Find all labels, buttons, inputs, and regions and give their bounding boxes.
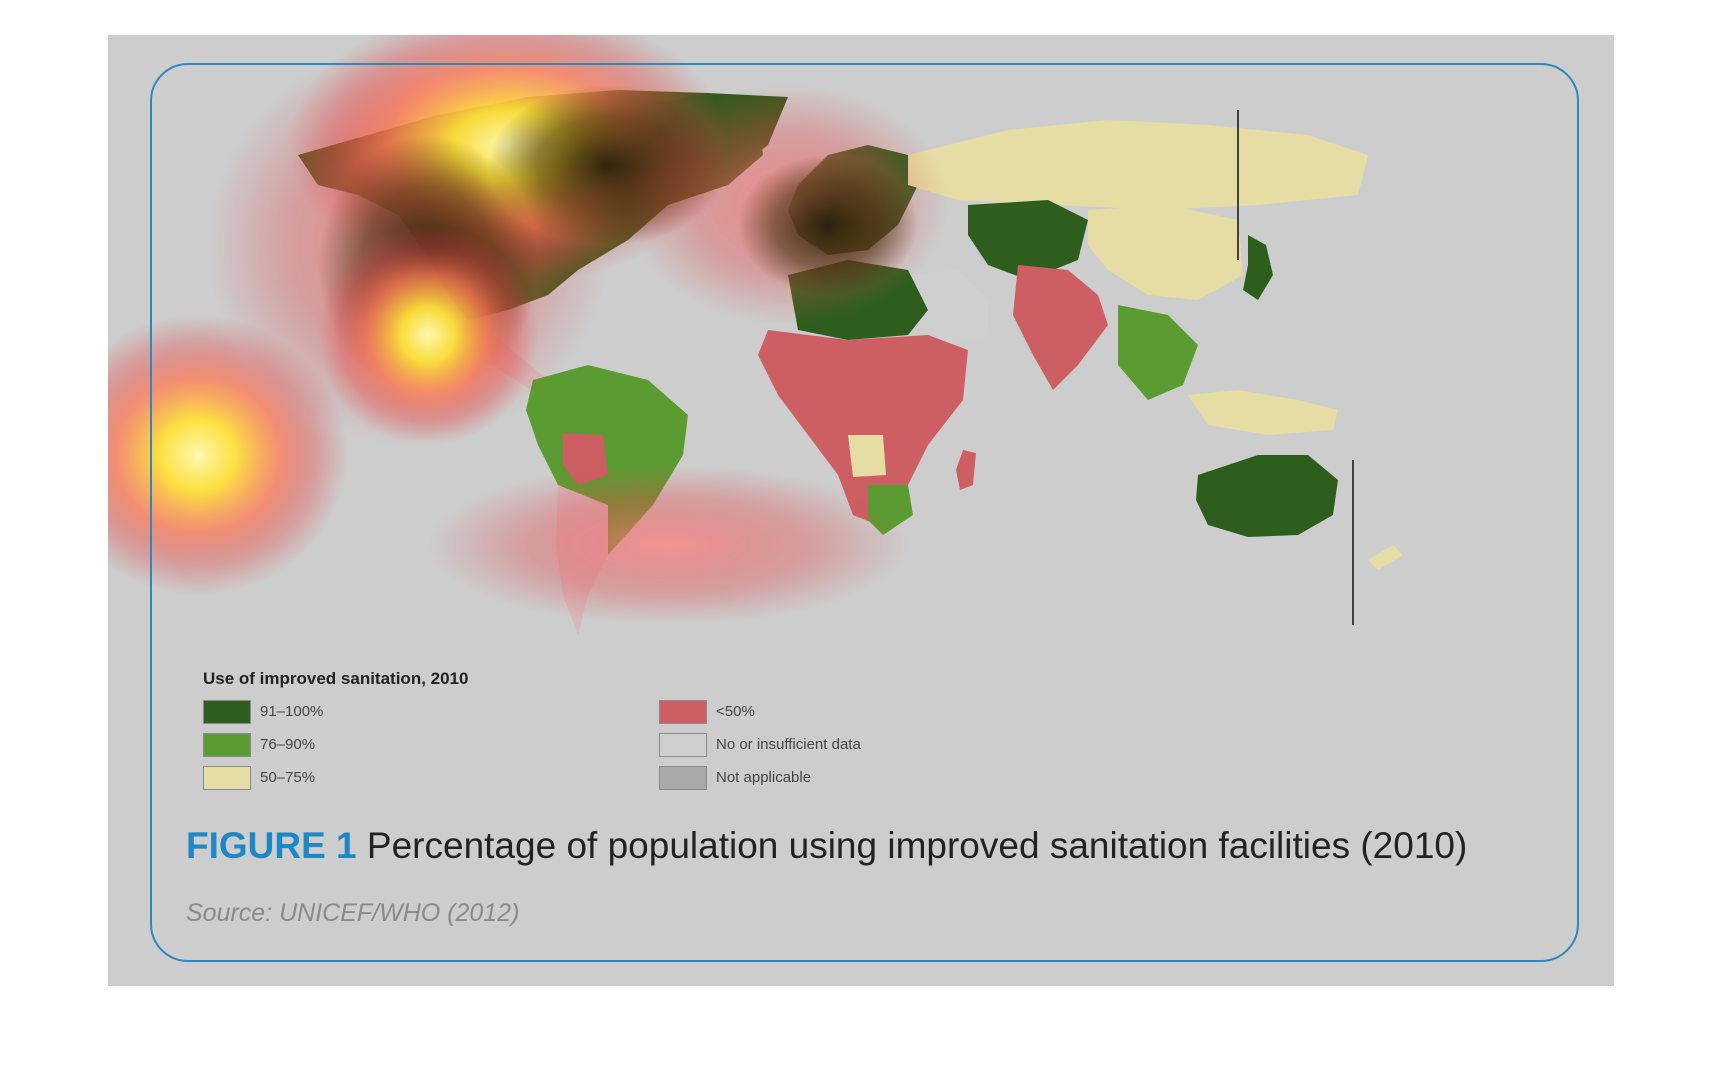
region-central-asia [968,200,1088,280]
legend-label: No or insufficient data [716,736,861,753]
figure-label: FIGURE 1 [186,825,357,866]
legend-title: Use of improved sanitation, 2010 [203,669,469,688]
legend-label: Not applicable [716,769,812,786]
region-angola [848,435,886,477]
legend-swatch [203,733,251,757]
heatmap-overlay [108,35,948,625]
legend-swatch [659,700,707,724]
figure-source: Source: UNICEF/WHO (2012) [186,899,520,927]
region-southeast-asia [1118,305,1198,400]
legend-label: 91–100% [260,703,324,720]
world-sanitation-map [108,35,1403,635]
region-indonesia [1188,390,1338,435]
region-south-asia [1013,265,1108,390]
legend-label: 76–90% [260,736,316,753]
region-sub-saharan-africa [758,330,968,525]
region-russia [908,120,1368,210]
legend-label: <50% [716,703,755,720]
figure-panel: Use of improved sanitation, 2010 91–100%… [108,35,1614,986]
region-japan [1243,235,1273,300]
region-madagascar [956,450,976,490]
figure-title: Percentage of population using improved … [366,825,1468,866]
legend-label: 50–75% [260,769,316,786]
figure-caption: FIGURE 1 Percentage of population using … [186,825,1467,867]
legend-swatch [659,733,707,757]
region-middle-east [908,270,988,345]
legend-swatch [203,700,251,724]
region-china [1088,205,1243,300]
region-australia [1196,455,1338,537]
legend-swatch [203,766,251,790]
region-new-zealand [1368,545,1403,570]
legend-swatch [659,766,707,790]
figure-frame [150,63,1579,962]
